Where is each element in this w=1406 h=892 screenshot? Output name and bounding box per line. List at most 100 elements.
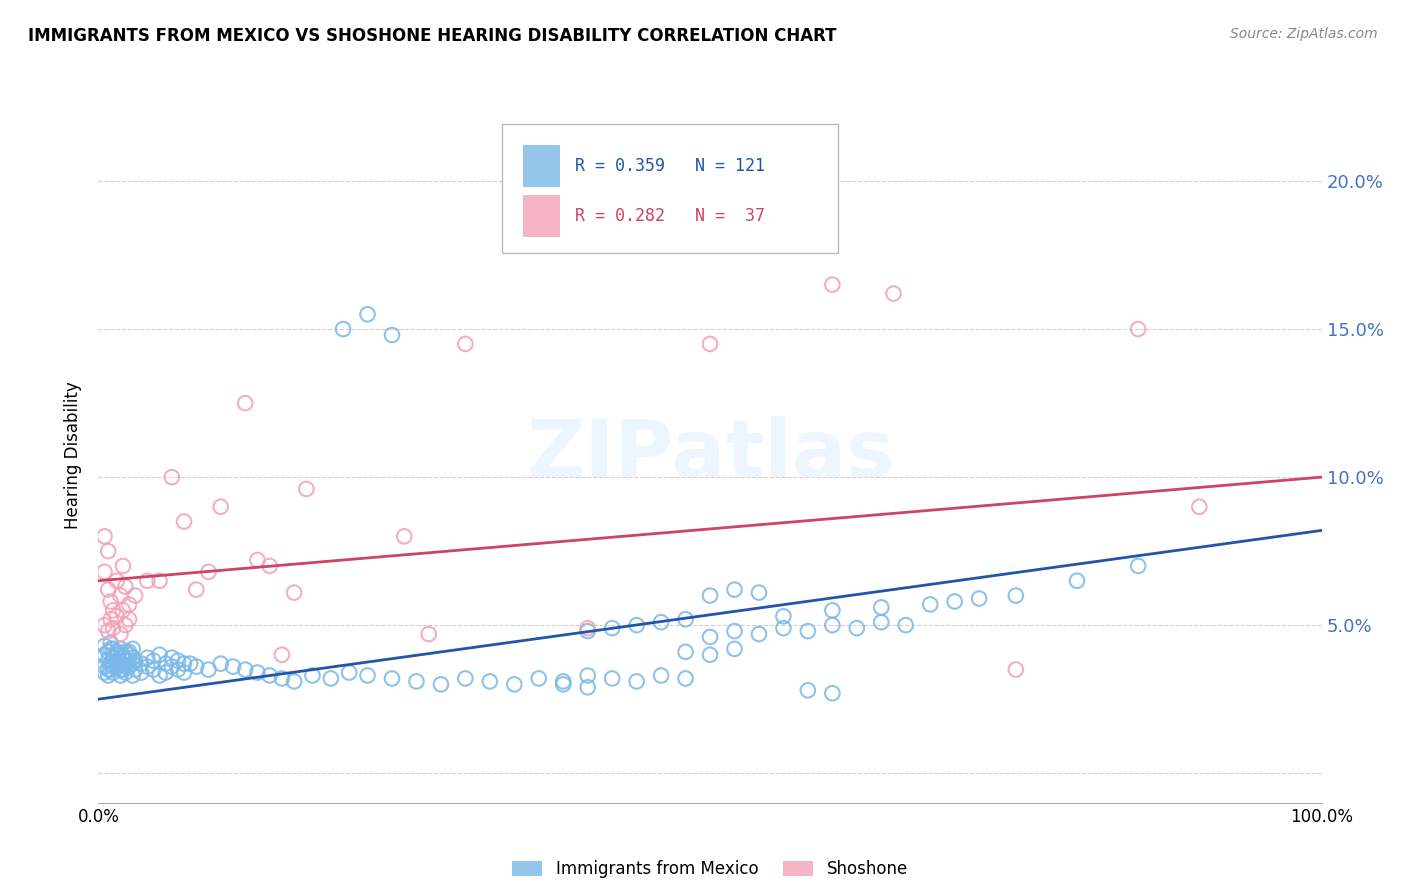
Point — [943, 594, 966, 608]
Point — [114, 618, 136, 632]
Point — [553, 674, 575, 689]
Point — [870, 600, 893, 615]
Point — [650, 668, 672, 682]
Point — [129, 657, 152, 671]
Point — [110, 663, 132, 677]
Point — [576, 668, 599, 682]
Text: IMMIGRANTS FROM MEXICO VS SHOSHONE HEARING DISABILITY CORRELATION CHART: IMMIGRANTS FROM MEXICO VS SHOSHONE HEARI… — [28, 27, 837, 45]
Point — [121, 668, 143, 682]
Point — [797, 624, 820, 638]
Point — [1188, 500, 1211, 514]
Point — [124, 654, 146, 668]
Point — [114, 580, 136, 594]
Point — [894, 618, 917, 632]
Point — [110, 668, 132, 682]
Point — [600, 621, 623, 635]
Point — [576, 621, 599, 635]
Point — [111, 558, 134, 573]
Point — [167, 654, 190, 668]
Point — [883, 286, 905, 301]
Point — [270, 648, 294, 662]
Text: R = 0.359   N = 121: R = 0.359 N = 121 — [575, 157, 765, 175]
Point — [121, 657, 143, 671]
Point — [675, 672, 697, 686]
Point — [821, 277, 844, 292]
Point — [503, 677, 526, 691]
Point — [222, 659, 245, 673]
Point — [381, 328, 404, 343]
Point — [100, 612, 122, 626]
Point — [105, 609, 128, 624]
Point — [748, 627, 770, 641]
Point — [105, 648, 128, 662]
Point — [337, 665, 360, 680]
Point — [723, 641, 745, 656]
Point — [553, 677, 575, 691]
Point — [97, 645, 120, 659]
Point — [155, 665, 177, 680]
Point — [870, 615, 893, 630]
Point — [967, 591, 990, 606]
Text: R = 0.282   N =  37: R = 0.282 N = 37 — [575, 207, 765, 226]
Point — [101, 621, 124, 635]
Point — [93, 659, 115, 673]
Point — [101, 603, 124, 617]
Point — [124, 589, 146, 603]
Point — [121, 641, 143, 656]
Point — [110, 657, 132, 671]
Point — [246, 665, 269, 680]
Point — [118, 598, 141, 612]
Point — [1128, 322, 1150, 336]
Point — [173, 515, 195, 529]
Point — [118, 654, 141, 668]
Point — [392, 529, 416, 543]
Y-axis label: Hearing Disability: Hearing Disability — [65, 381, 83, 529]
Point — [600, 672, 623, 686]
Point — [160, 650, 183, 665]
Point — [118, 645, 141, 659]
Point — [1128, 558, 1150, 573]
Point — [246, 553, 269, 567]
Point — [93, 565, 115, 579]
Point — [576, 624, 599, 638]
Point — [675, 612, 697, 626]
Point — [110, 589, 132, 603]
Point — [110, 641, 132, 656]
Point — [93, 639, 115, 653]
Point — [301, 668, 323, 682]
Point — [173, 665, 195, 680]
Point — [105, 574, 128, 588]
Point — [675, 645, 697, 659]
Point — [209, 500, 232, 514]
Point — [283, 674, 305, 689]
Point — [93, 665, 115, 680]
Point — [136, 659, 159, 673]
Point — [118, 648, 141, 662]
Point — [332, 322, 354, 336]
Point — [124, 663, 146, 677]
Point — [699, 589, 721, 603]
Point — [97, 654, 120, 668]
Point — [1004, 663, 1026, 677]
Point — [149, 648, 172, 662]
Point — [100, 657, 122, 671]
Point — [356, 668, 378, 682]
Point — [748, 585, 770, 599]
Point — [93, 618, 115, 632]
Point — [111, 663, 134, 677]
Point — [101, 659, 124, 673]
Point — [100, 636, 122, 650]
Point — [772, 621, 794, 635]
Point — [97, 663, 120, 677]
Point — [1004, 589, 1026, 603]
Point — [821, 686, 844, 700]
Point — [173, 657, 195, 671]
Point — [149, 574, 172, 588]
Point — [197, 663, 219, 677]
Point — [114, 654, 136, 668]
Point — [454, 672, 477, 686]
Legend: Immigrants from Mexico, Shoshone: Immigrants from Mexico, Shoshone — [506, 854, 914, 885]
Point — [105, 654, 128, 668]
Point — [699, 630, 721, 644]
Point — [527, 672, 550, 686]
